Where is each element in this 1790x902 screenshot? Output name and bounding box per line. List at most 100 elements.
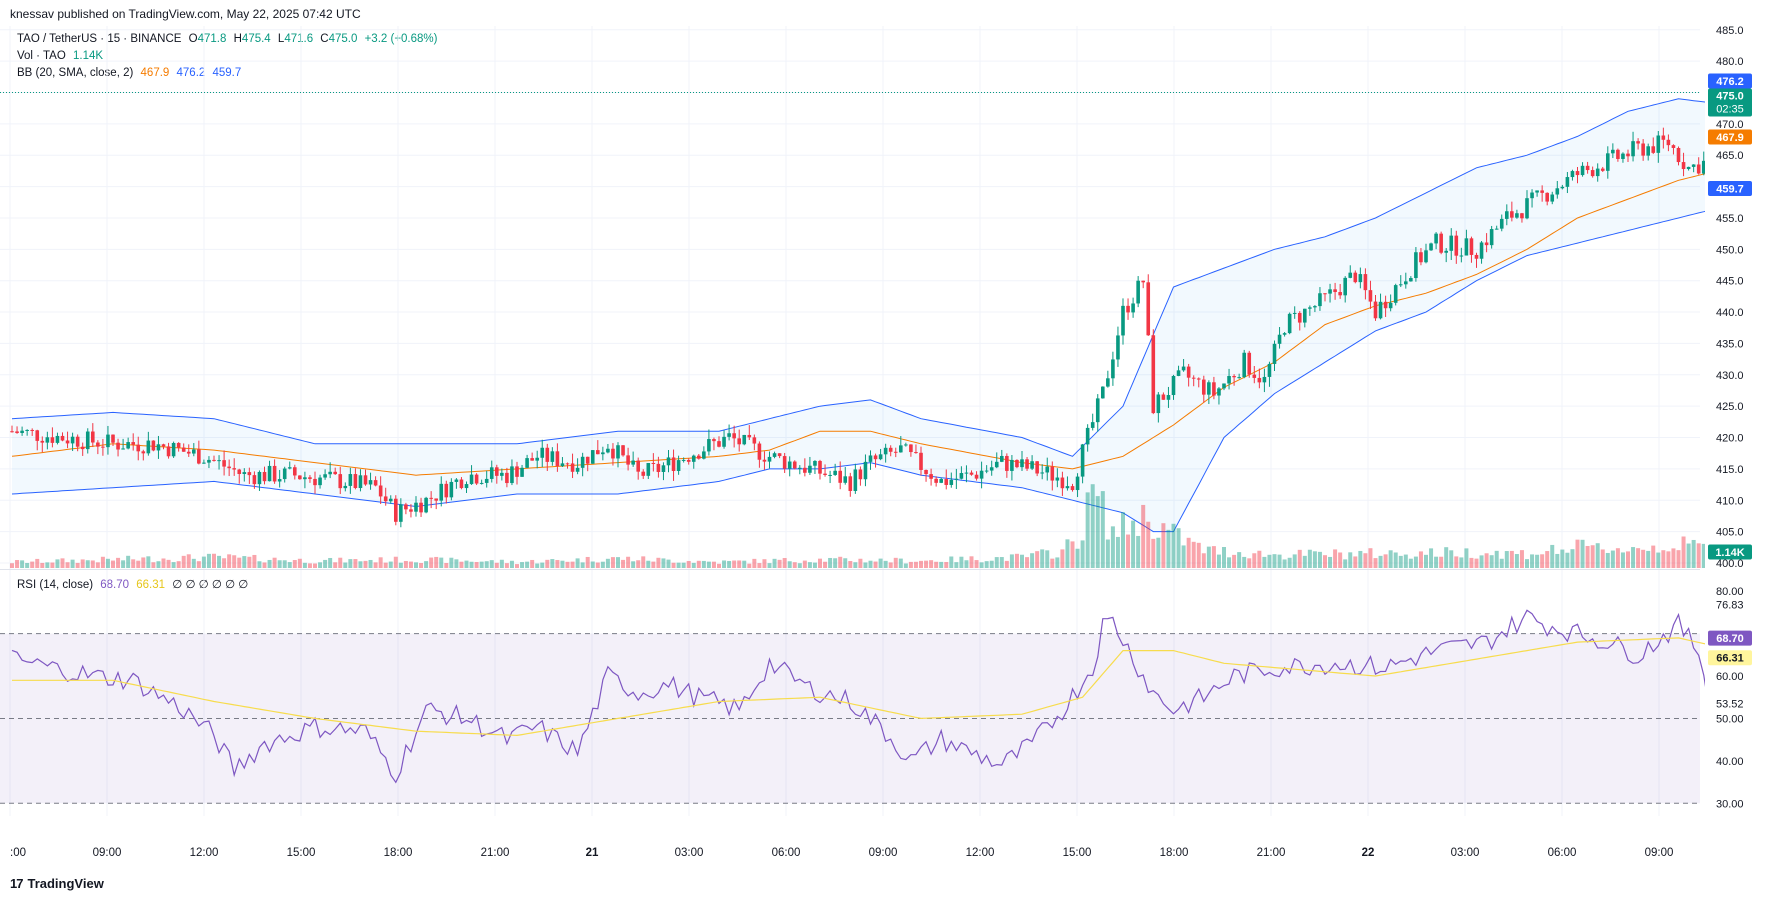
- candle-body: [1676, 147, 1681, 163]
- candle-body: [732, 433, 736, 439]
- high-value: 475.4: [241, 33, 271, 45]
- volume-bar: [1065, 539, 1070, 568]
- candle-body: [1303, 308, 1307, 323]
- time-tick-label: 06:00: [1548, 847, 1577, 859]
- candle-body: [939, 479, 943, 483]
- candle-body: [954, 478, 959, 480]
- bb-label[interactable]: BB (20, SMA, close, 2): [17, 67, 134, 79]
- time-tick-label: 18:00: [384, 847, 413, 859]
- tradingview-brand[interactable]: 17 TradingView: [10, 876, 104, 891]
- candles[interactable]: [10, 88, 1790, 528]
- volume-bar: [1050, 558, 1055, 568]
- volume-bar: [737, 560, 742, 568]
- candle-body: [899, 445, 903, 453]
- price-tick-label: 415.0: [1716, 464, 1744, 476]
- price-axis-background: [1705, 0, 1790, 902]
- candle-body: [762, 459, 767, 462]
- symbol-name[interactable]: TAO / TetherUS · 15 · BINANCE: [17, 33, 182, 45]
- candle-body: [570, 463, 575, 472]
- volume-bar: [515, 564, 519, 568]
- volume-bar: [913, 561, 918, 568]
- volume-bar: [883, 560, 888, 568]
- candle-body: [1318, 293, 1322, 307]
- candle-body: [873, 455, 878, 460]
- volume-bar: [1171, 523, 1176, 568]
- candle-body: [399, 504, 403, 522]
- candle-body: [823, 473, 827, 476]
- candle-body: [60, 435, 65, 441]
- candle-body: [126, 442, 130, 449]
- volume-bar: [247, 556, 252, 568]
- rsi-ma-badge: 66.31: [1716, 652, 1744, 664]
- candle-body: [378, 485, 383, 497]
- volume-bar: [605, 558, 610, 568]
- candle-body: [621, 445, 625, 456]
- candle-body: [298, 475, 302, 480]
- axes[interactable]: 485.0480.0475.0470.0465.0460.0455.0450.0…: [10, 0, 1790, 902]
- volume-bar: [1328, 556, 1333, 568]
- candle-body: [752, 437, 757, 444]
- candle-body: [949, 479, 954, 485]
- candle-body: [1499, 218, 1504, 229]
- candle-body: [1247, 352, 1252, 375]
- rsi-pane[interactable]: [0, 609, 1790, 804]
- volume-bar: [1550, 544, 1555, 568]
- volume-bar: [732, 560, 737, 568]
- volume-bar: [1479, 555, 1484, 568]
- volume-bar: [555, 560, 560, 568]
- candle-body: [959, 473, 964, 479]
- volume-bar: [727, 560, 732, 568]
- candle-body: [1469, 238, 1474, 255]
- candle-body: [1065, 486, 1070, 489]
- volume-label[interactable]: Vol · TAO: [17, 50, 66, 62]
- volume-bar: [1509, 550, 1514, 568]
- candle-body: [75, 436, 80, 447]
- candle-body: [1656, 135, 1661, 153]
- volume-bar: [823, 561, 828, 568]
- candle-body: [1161, 394, 1166, 400]
- volume-bar: [489, 560, 494, 568]
- candle-body: [525, 458, 529, 468]
- candle-body: [904, 444, 908, 446]
- candle-body: [883, 447, 888, 455]
- candle-body: [671, 457, 676, 471]
- volume-bar: [25, 562, 30, 568]
- volume-bar: [1575, 539, 1580, 568]
- volume-bar: [878, 558, 883, 568]
- volume-bar: [1131, 520, 1136, 568]
- volume-bar: [1464, 548, 1469, 568]
- volume-bar: [439, 557, 444, 568]
- candle-body: [1348, 272, 1353, 278]
- rsi-tick-label: 60.00: [1716, 671, 1744, 683]
- candle-body: [348, 474, 353, 486]
- volume-bar: [1090, 484, 1095, 568]
- candle-body: [267, 465, 272, 482]
- candle-body: [459, 479, 464, 489]
- volume-bar: [1085, 492, 1090, 568]
- rsi-label[interactable]: RSI (14, close): [17, 579, 94, 591]
- candle-body: [343, 485, 348, 489]
- candle-body: [1419, 252, 1423, 263]
- candle-body: [515, 466, 519, 477]
- volume-bar: [1459, 557, 1464, 568]
- volume-bar: [499, 559, 504, 568]
- volume-bar: [1009, 554, 1014, 568]
- candle-body: [1343, 277, 1347, 296]
- candle-body: [929, 474, 933, 479]
- volume-bar: [1252, 553, 1257, 568]
- candle-body: [1025, 459, 1029, 469]
- volume-bar: [575, 558, 580, 568]
- volume-bar: [222, 558, 227, 568]
- volume-bar: [590, 561, 595, 568]
- candle-body: [1525, 198, 1529, 219]
- volume-bar: [15, 560, 20, 568]
- volume-bar: [1232, 554, 1237, 568]
- volume-bar: [131, 559, 136, 568]
- volume-bar: [191, 558, 196, 568]
- volume-bar: [1489, 555, 1494, 568]
- candle-body: [1333, 289, 1337, 293]
- volume-legend: Vol · TAO 1.14K: [17, 50, 107, 62]
- volume-value: 1.14K: [73, 50, 104, 62]
- candle-body: [656, 463, 661, 472]
